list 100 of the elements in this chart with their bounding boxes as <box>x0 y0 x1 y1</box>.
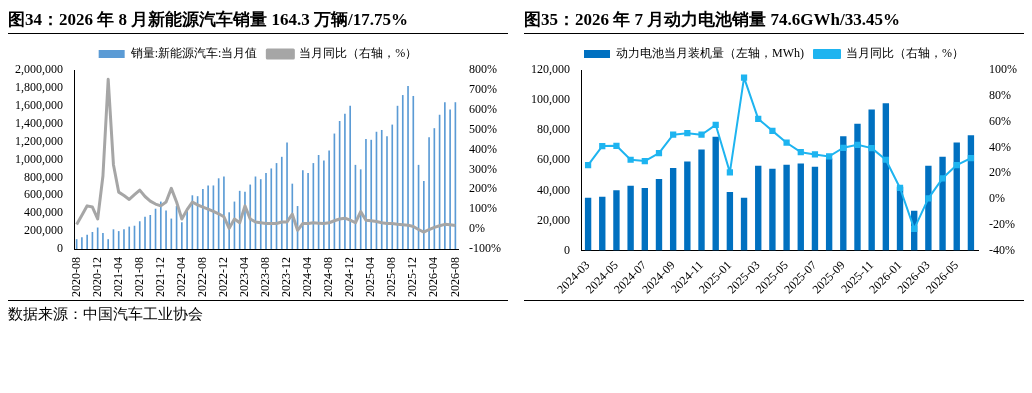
y-tick-label: 0 <box>57 241 63 256</box>
point <box>641 157 648 165</box>
y2-tick-label: 80% <box>989 87 1011 102</box>
y2-tick-label: -100% <box>469 241 502 256</box>
y2-tick-label: 500% <box>469 121 498 136</box>
y2-tick-label: 400% <box>469 141 498 156</box>
legend-label: 动力电池当月装机量（左轴，MWh) <box>616 46 805 61</box>
point <box>599 142 606 150</box>
bar <box>868 109 875 251</box>
point <box>967 154 975 162</box>
point <box>627 156 634 163</box>
legend-label: 销量:新能源汽车:当月值 <box>129 46 258 61</box>
x-tick-label: 2020-08 <box>68 257 83 297</box>
y2-tick-label: 100% <box>989 62 1017 77</box>
bar <box>599 196 606 251</box>
y-tick-label: 120,000 <box>531 62 570 77</box>
y2-tick-label: 60% <box>989 113 1011 128</box>
y-tick-label: 1,200,000 <box>15 133 63 148</box>
point <box>755 115 762 122</box>
point <box>655 149 663 157</box>
source-note: 数据来源：中国汽车工业协会 <box>8 305 204 324</box>
y2-tick-label: 800% <box>469 62 498 77</box>
bar <box>825 158 833 251</box>
bar <box>769 168 776 251</box>
point <box>811 151 819 158</box>
point <box>698 131 705 138</box>
point <box>684 130 691 137</box>
bar <box>655 179 663 251</box>
x-tick-label: 2026-08 <box>447 257 462 297</box>
point <box>783 139 790 146</box>
chart-title: 图34：2026 年 8 月新能源汽车销量 164.3 万辆/17.75% <box>8 8 508 34</box>
y-tick-label: 20,000 <box>537 212 570 227</box>
y2-tick-label: 300% <box>469 161 498 176</box>
chart-title: 图35：2026 年 7 月动力电池销量 74.6GWh/33.45% <box>524 8 1024 34</box>
y2-tick-label: 600% <box>469 101 498 116</box>
x-tick-label: 2024-12 <box>342 257 357 297</box>
x-tick-label: 2020-12 <box>89 257 104 297</box>
x-tick-label: 2023-08 <box>258 257 273 297</box>
y-tick-label: 60,000 <box>537 152 570 167</box>
point <box>882 156 889 163</box>
x-tick-label: 2024-08 <box>321 257 336 297</box>
x-tick-label: 2022-08 <box>195 257 210 297</box>
bar <box>967 135 975 251</box>
point <box>953 161 960 169</box>
y-tick-label: 0 <box>564 242 570 257</box>
bar <box>840 136 847 251</box>
bar <box>669 168 677 251</box>
y-tick-label: 400,000 <box>24 205 63 220</box>
x-tick-label: 2025-08 <box>384 257 399 297</box>
y2-tick-label: -20% <box>989 216 1015 231</box>
y-tick-label: 1,800,000 <box>15 80 63 95</box>
bar <box>740 197 748 251</box>
bar <box>797 163 804 251</box>
x-tick-label: 2025-04 <box>363 257 378 297</box>
bar <box>726 192 734 251</box>
bar <box>783 164 790 251</box>
y-tick-label: 40,000 <box>537 182 570 197</box>
y-tick-label: 80,000 <box>537 122 570 137</box>
point <box>826 153 833 160</box>
y-tick-label: 1,400,000 <box>15 115 63 130</box>
point <box>613 142 620 149</box>
bar <box>939 156 946 251</box>
x-tick-label: 2021-04 <box>110 257 125 297</box>
bar <box>684 161 691 251</box>
x-tick-label: 2024-04 <box>300 257 315 297</box>
bar <box>627 185 634 251</box>
legend-label: 当月同比（右轴，%） <box>846 46 964 61</box>
y-tick-label: 1,600,000 <box>15 97 63 112</box>
point <box>939 175 946 182</box>
point <box>712 121 719 128</box>
point <box>740 74 748 81</box>
y-tick-label: 2,000,000 <box>15 62 63 77</box>
bar <box>854 123 861 251</box>
y2-tick-label: 0% <box>469 221 486 236</box>
bar <box>613 190 620 251</box>
bar <box>755 165 762 251</box>
x-tick-label: 2025-12 <box>405 257 420 297</box>
point <box>670 131 677 138</box>
bar <box>698 149 705 251</box>
bar <box>953 142 960 251</box>
y2-tick-label: 200% <box>469 181 498 196</box>
y2-tick-label: 20% <box>989 165 1011 180</box>
x-tick-label: 2023-04 <box>237 257 252 297</box>
y2-tick-label: 700% <box>469 82 498 97</box>
point <box>840 144 847 151</box>
y-tick-label: 200,000 <box>24 223 63 238</box>
x-tick-label: 2026-04 <box>426 257 441 297</box>
x-tick-label: 2021-12 <box>152 257 167 297</box>
y-tick-label: 800,000 <box>24 169 63 184</box>
point <box>854 141 861 148</box>
y2-tick-label: -40% <box>989 242 1015 257</box>
x-tick-label: 2022-04 <box>173 257 188 297</box>
x-tick-label: 2023-12 <box>279 257 294 297</box>
bar <box>584 197 592 251</box>
y2-tick-label: 0% <box>989 191 1005 206</box>
point <box>797 149 804 156</box>
x-tick-label: 2022-12 <box>216 257 231 297</box>
y-tick-label: 1,000,000 <box>15 151 63 166</box>
point <box>769 127 776 134</box>
point <box>584 161 592 169</box>
